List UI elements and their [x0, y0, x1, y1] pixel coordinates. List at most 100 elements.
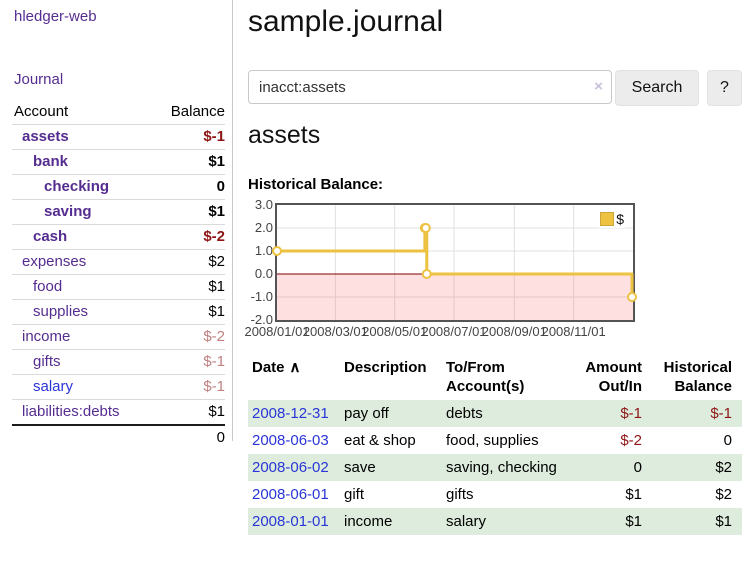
account-link[interactable]: salary — [33, 378, 74, 395]
account-row: assets $-1 — [12, 124, 225, 150]
chart-x-axis: 2008/01/01 2008/03/01 2008/05/01 2008/07/01… — [244, 324, 633, 340]
main-content: sample.journal × Search ? assets Histori… — [244, 0, 742, 582]
x-tick-label: 2008/09/01 — [481, 324, 547, 339]
account-link[interactable]: bank — [33, 153, 69, 170]
account-balance: $-2 — [151, 224, 225, 250]
transaction-date-link[interactable]: 2008-01-01 — [252, 513, 329, 530]
register-row: 2008-06-01 gift gifts $1 $2 — [248, 481, 742, 508]
transaction-accounts: debts — [446, 405, 483, 422]
account-link[interactable]: supplies — [33, 303, 89, 320]
account-link[interactable]: expenses — [22, 253, 87, 270]
account-heading: assets — [248, 121, 321, 149]
transaction-amount: 0 — [633, 459, 642, 476]
transaction-description: income — [344, 513, 393, 530]
account-balance: $-1 — [151, 124, 225, 150]
x-tick-label: 2008/01/01 — [244, 324, 310, 339]
register-header-amount: Amount Out/In — [585, 359, 642, 395]
transaction-balance: $-1 — [710, 405, 732, 422]
account-balance: $1 — [151, 274, 225, 300]
x-tick-label: 2008/03/01 — [302, 324, 368, 339]
transaction-balance: $1 — [715, 513, 732, 530]
account-link[interactable]: food — [33, 278, 63, 295]
account-link[interactable]: assets — [22, 128, 69, 145]
search-input[interactable] — [248, 70, 612, 104]
transaction-description: pay off — [344, 405, 389, 422]
accounts-total-row: 0 — [12, 424, 225, 450]
register-header-accounts: To/From Account(s) — [446, 359, 525, 395]
register-table: Date ∧ Description To/From Account(s) Amo… — [248, 356, 742, 535]
y-tick-label: -2.0 — [250, 312, 273, 327]
chart-legend: $ — [598, 210, 626, 228]
transaction-accounts: food, supplies — [446, 432, 539, 449]
app-brand-link[interactable]: hledger-web — [14, 8, 97, 25]
transaction-description: eat & shop — [344, 432, 416, 449]
account-row: checking 0 — [12, 174, 225, 200]
account-link[interactable]: income — [22, 328, 71, 345]
transaction-accounts: salary — [446, 513, 487, 530]
transaction-date-link[interactable]: 2008-06-03 — [252, 432, 329, 449]
register-header-description: Description — [344, 359, 427, 376]
account-row: cash $-2 — [12, 224, 225, 250]
search-help-button[interactable]: ? — [707, 70, 742, 106]
register-header-date[interactable]: Date ∧ — [252, 359, 301, 376]
transaction-accounts: saving, checking — [446, 459, 557, 476]
search-bar: × Search ? — [248, 70, 742, 106]
transaction-balance: $2 — [715, 459, 732, 476]
chart-plot-area: $ — [272, 203, 638, 322]
x-tick-label: 2008/11/01 — [541, 324, 606, 339]
account-row: saving $1 — [12, 199, 225, 225]
transaction-description: save — [344, 459, 376, 476]
search-button[interactable]: Search — [615, 70, 699, 106]
account-link[interactable]: gifts — [33, 353, 61, 370]
clear-search-icon[interactable]: × — [594, 78, 603, 95]
transaction-amount: $1 — [625, 513, 642, 530]
x-tick-label: 2008/07/01 — [421, 324, 487, 339]
account-balance: $-2 — [151, 324, 225, 350]
register-row: 2008-06-03 eat & shop food, supplies $-2 0 — [248, 427, 742, 454]
y-tick-label: -1.0 — [250, 289, 273, 304]
transaction-description: gift — [344, 486, 365, 503]
account-balance: 0 — [151, 174, 225, 200]
page-title: sample.journal — [248, 5, 444, 38]
register-row: 2008-06-02 save saving, checking 0 $2 — [248, 454, 742, 481]
y-tick-label: 3.0 — [254, 197, 273, 212]
account-balance: $2 — [151, 249, 225, 275]
accounts-total-spacer — [12, 424, 152, 450]
transaction-date-link[interactable]: 2008-12-31 — [252, 405, 329, 422]
transaction-balance: 0 — [723, 432, 732, 449]
y-tick-label: 0.0 — [254, 266, 273, 281]
transaction-date-link[interactable]: 2008-06-02 — [252, 459, 329, 476]
account-row: bank $1 — [12, 149, 225, 175]
accounts-header-account: Account — [14, 103, 69, 120]
transaction-balance: $2 — [715, 486, 732, 503]
accounts-header-row: Account Balance — [12, 100, 225, 125]
account-row: gifts $-1 — [12, 349, 225, 375]
chart-plot-svg — [272, 205, 638, 320]
account-row: food $1 — [12, 274, 225, 300]
account-balance: $1 — [151, 199, 225, 225]
y-tick-label: 1.0 — [254, 243, 273, 258]
transaction-amount: $-2 — [620, 432, 642, 449]
account-row: liabilities:debts $1 — [12, 399, 225, 425]
transaction-amount: $1 — [625, 486, 642, 503]
account-balance: $-1 — [151, 374, 225, 400]
register-row: 2008-12-31 pay off debts $-1 $-1 — [248, 400, 742, 427]
account-link[interactable]: checking — [44, 178, 110, 195]
sidebar: hledger-web Journal Account Balance asse… — [0, 0, 233, 450]
account-link[interactable]: saving — [44, 203, 92, 220]
accounts-table-body: assets $-1 bank $1 checking 0 saving $1 cash $-2 e… — [12, 124, 225, 425]
chart-y-axis: 3.0 2.0 1.0 0.0 -1.0 -2.0 — [248, 197, 273, 327]
account-link[interactable]: liabilities:debts — [22, 403, 120, 420]
sidebar-item-journal[interactable]: Journal — [14, 71, 64, 88]
search-input-wrap: × — [248, 70, 612, 104]
accounts-header-balance: Balance — [170, 103, 225, 120]
legend-swatch-icon — [600, 212, 615, 226]
transaction-date-link[interactable]: 2008-06-01 — [252, 486, 329, 503]
account-link[interactable]: cash — [33, 228, 68, 245]
y-tick-label: 2.0 — [254, 220, 273, 235]
x-tick-label: 2008/05/01 — [362, 324, 428, 339]
account-balance: $1 — [151, 299, 225, 325]
register-table-body: 2008-12-31 pay off debts $-1 $-1 2008-06-03 ea… — [248, 400, 742, 535]
transaction-amount: $-1 — [620, 405, 642, 422]
register-header-balance: Historical Balance — [663, 359, 732, 395]
